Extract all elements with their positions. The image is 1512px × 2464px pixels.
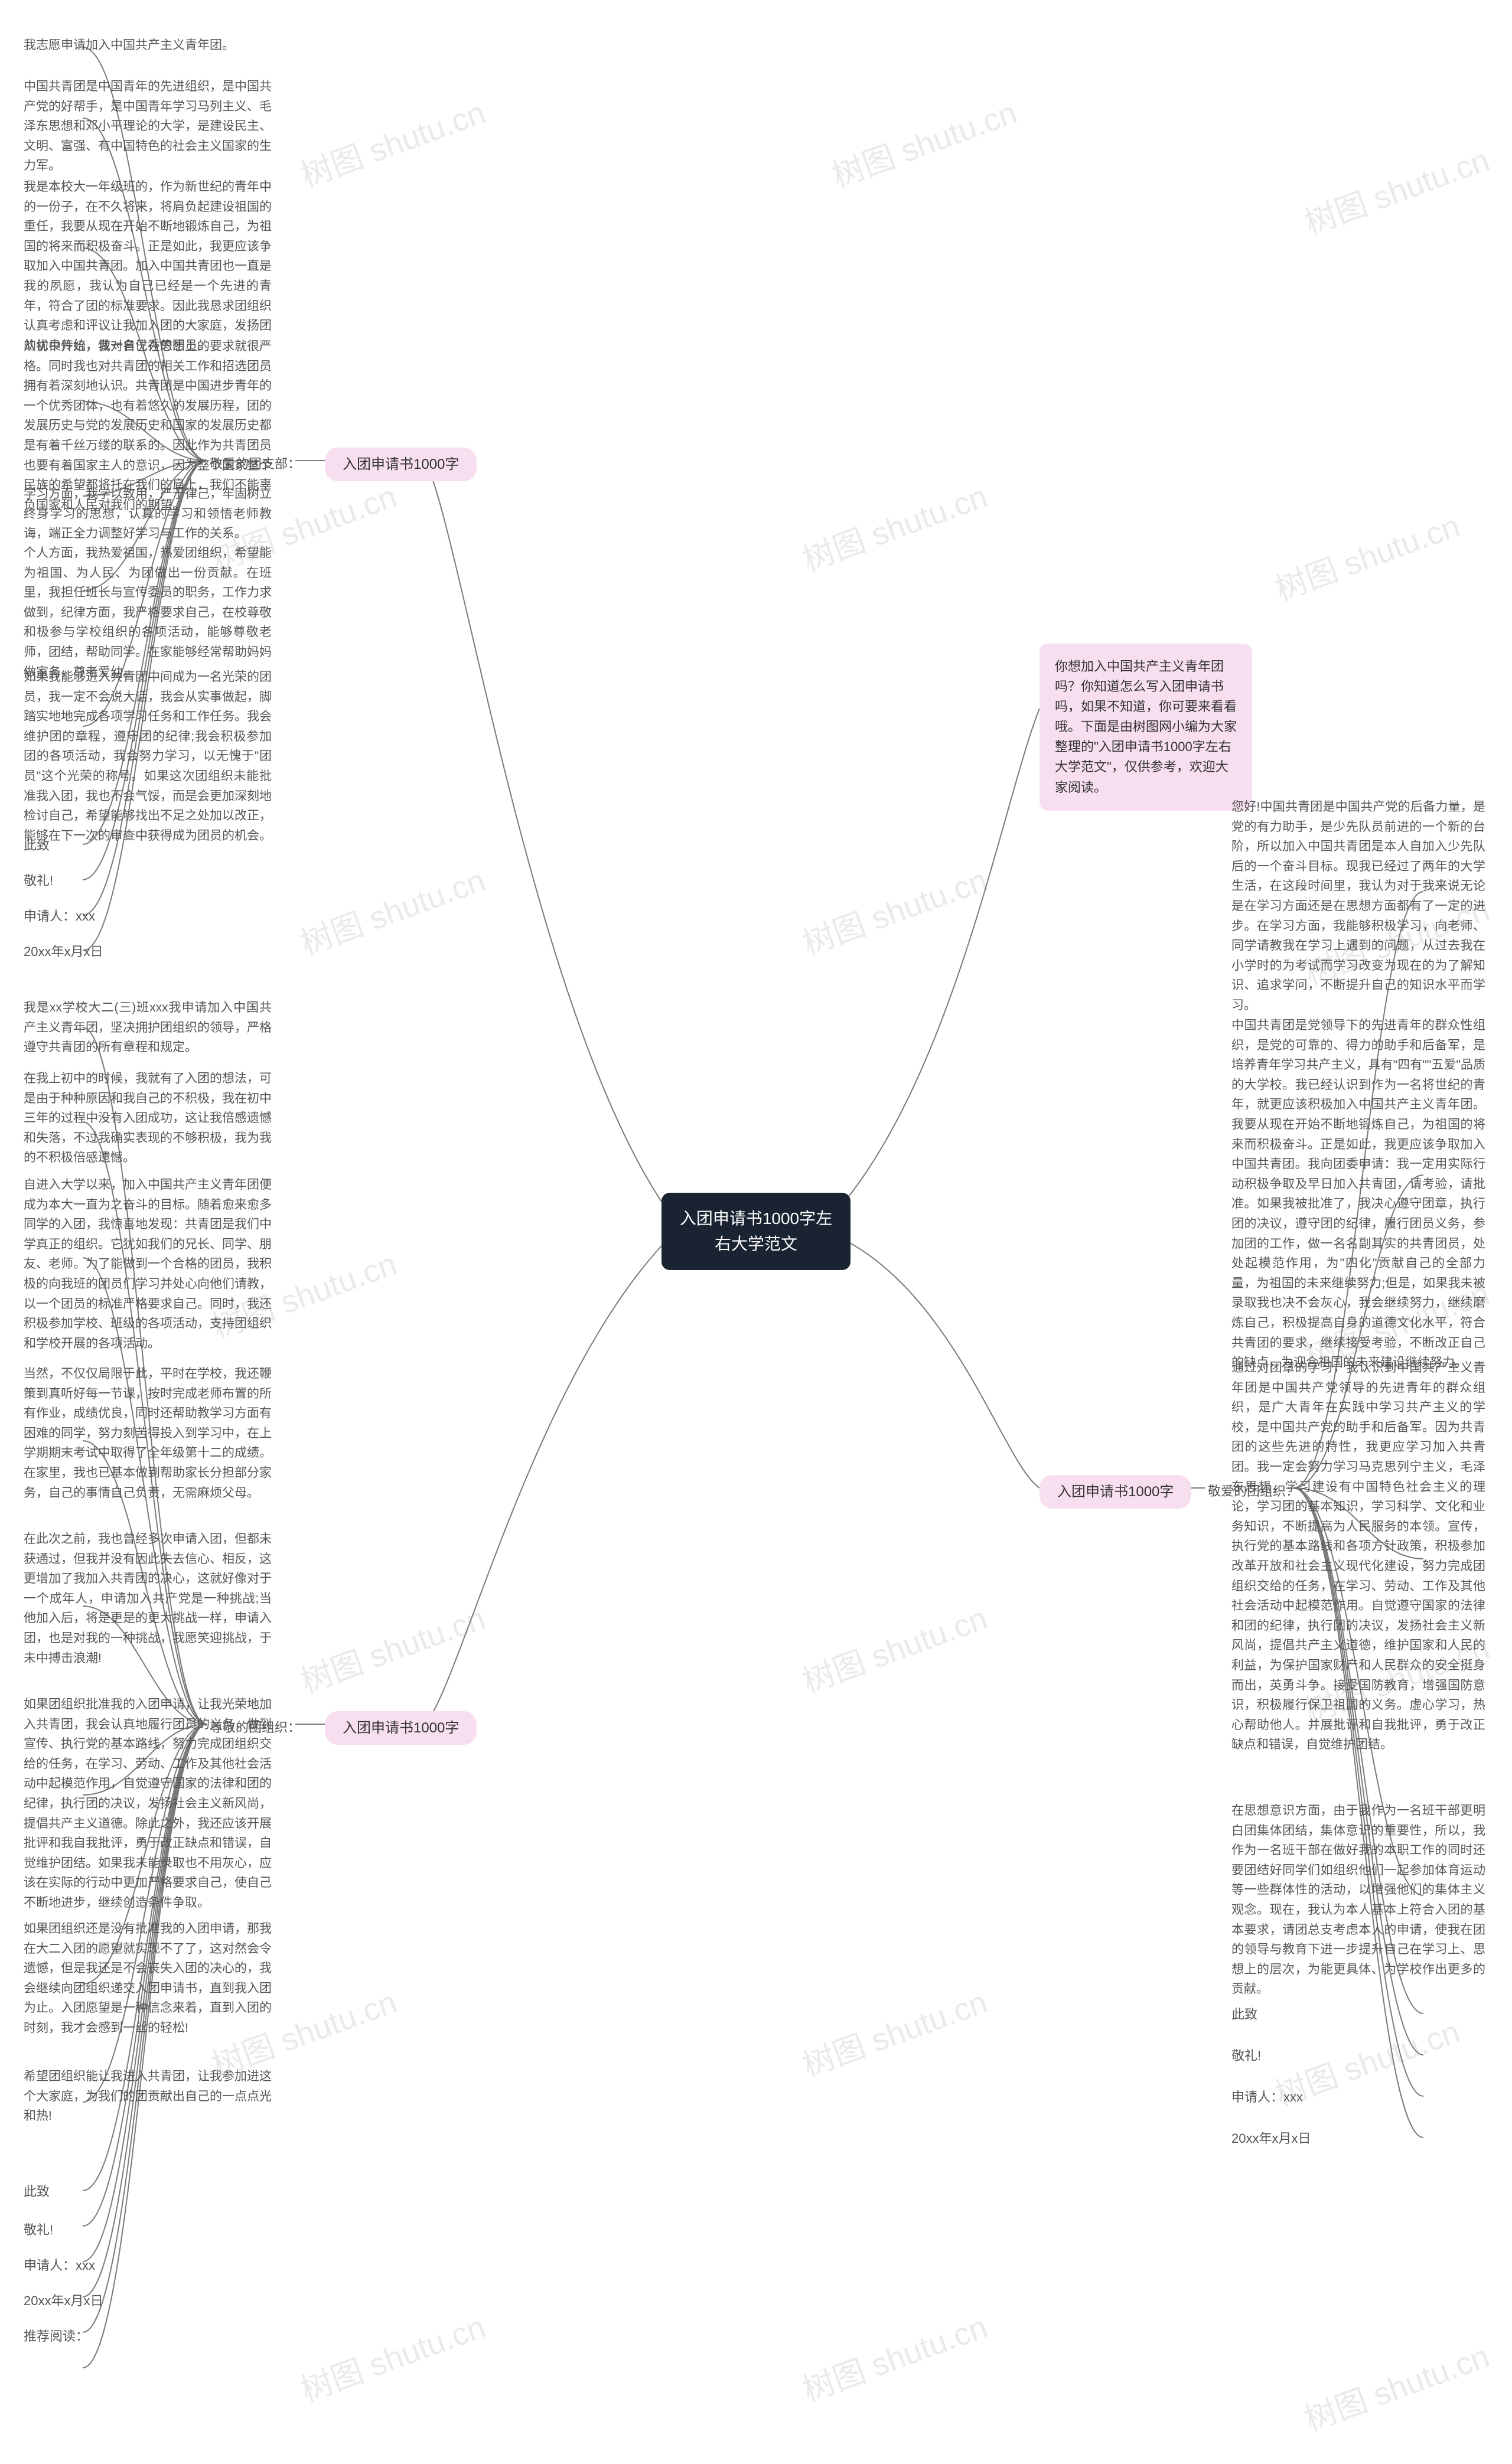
b2-item-11: 20xx年x月x日 — [24, 2291, 103, 2311]
b3-item-2: 通过对团章的学习，我认识到中国共产主义青年团是中国共产党领导的先进青年的群众组织… — [1231, 1358, 1485, 1755]
b2-item-12: 推荐阅读： — [24, 2326, 89, 2346]
b2-item-5: 如果团组织批准我的入团申请，让我光荣地加入共青团，我会认真地履行团员的义务，做到… — [24, 1695, 272, 1913]
b2-item-0: 我是xx学校大二(三)班xxx我申请加入中国共产主义青年团，坚决拥护团组织的领导… — [24, 998, 272, 1058]
b2-item-8: 此致 — [24, 2182, 272, 2202]
b2-item-3: 当然，不仅仅局限于此，平时在学校，我还鞭策到真听好每一节课，按时完成老师布置的所… — [24, 1364, 272, 1503]
b3-item-4: 此致 — [1231, 2005, 1257, 2025]
b2-item-4: 在此次之前，我也曾经多次申请入团，但都未获通过，但我并没有因此失去信心、相反，这… — [24, 1529, 272, 1668]
b1-item-7: 此致 — [24, 836, 50, 856]
branch-2: 入团申请书1000字 — [325, 1711, 477, 1745]
intro-node: 你想加入中国共产主义青年团吗？你知道怎么写入团申请书吗，如果不知道，你可要来看看… — [1040, 644, 1252, 811]
b2-item-2: 自进入大学以来，加入中国共产主义青年团便成为本大一直为之奋斗的目标。随着愈来愈多… — [24, 1175, 272, 1353]
b3-item-5: 敬礼! — [1231, 2046, 1261, 2066]
b3-item-3: 在思想意识方面，由于我作为一名班干部更明白团集体团结，集体意识的重要性，所以，我… — [1231, 1801, 1485, 1999]
b3-item-1: 中国共青团是党领导下的先进青年的群众性组织，是党的可靠的、得力的助手和后备军，是… — [1231, 1016, 1485, 1373]
b3-item-0: 您好!中国共青团是中国共产党的后备力量，是党的有力助手，是少先队员前进的一个新的… — [1231, 797, 1485, 1016]
b1-item-1: 中国共青团是中国青年的先进组织，是中国共产党的好帮手，是中国青年学习马列主义、毛… — [24, 77, 272, 176]
center-node: 入团申请书1000字左右大学范文 — [662, 1193, 850, 1270]
branch-3-label: 入团申请书1000字 — [1057, 1484, 1174, 1500]
b3-item-7: 20xx年x月x日 — [1231, 2129, 1311, 2149]
b2-item-10: 申请人：xxx — [24, 2256, 95, 2276]
b2-item-6: 如果团组织还是没有批准我的入团申请，那我在大二入团的愿望就实现不了了，这对然会令… — [24, 1919, 272, 2038]
center-title: 入团申请书1000字左右大学范文 — [680, 1209, 832, 1253]
branch-1: 入团申请书1000字 — [325, 448, 477, 481]
intro-text: 你想加入中国共产主义青年团吗？你知道怎么写入团申请书吗，如果不知道，你可要来看看… — [1055, 659, 1237, 795]
branch-1-label: 入团申请书1000字 — [343, 456, 459, 472]
b1-item-10: 20xx年x月x日 — [24, 942, 103, 962]
branch-3: 入团申请书1000字 — [1040, 1475, 1191, 1509]
b1-item-9: 申请人：xxx — [24, 906, 95, 926]
b1-item-6: 如果我能够进入共青团中间成为一名光荣的团员，我一定不会说大话，我会从实事做起，脚… — [24, 667, 272, 846]
b1-item-4: 学习方面，我学以致用，严于律己，牢固树立终身学习的思想，认真的学习和领悟老师教诲… — [24, 484, 272, 544]
b1-item-8: 敬礼! — [24, 871, 53, 891]
b3-item-6: 申请人：xxx — [1231, 2087, 1303, 2107]
branch-2-label: 入团申请书1000字 — [343, 1720, 459, 1736]
b2-item-1: 在我上初中的时候，我就有了入团的想法，可是由于种种原因和我自己的不积极，我在初中… — [24, 1069, 272, 1168]
b1-item-0: 我志愿申请加入中国共产主义青年团。 — [24, 35, 272, 56]
b2-item-7: 希望团组织能让我进入共青团，让我参加进这个大家庭，为我们的团贡献出自己的一点点光… — [24, 2067, 272, 2126]
b2-item-9: 敬礼! — [24, 2220, 53, 2240]
b1-item-2: 我是本校大一年级班的，作为新世纪的青年中的一份子，在不久将来，将肩负起建设祖国的… — [24, 177, 272, 355]
b1-item-5: 个人方面，我热爱祖国，热爱团组织，希望能为祖国、为人民、为团做出一份贡献。在班里… — [24, 543, 272, 682]
